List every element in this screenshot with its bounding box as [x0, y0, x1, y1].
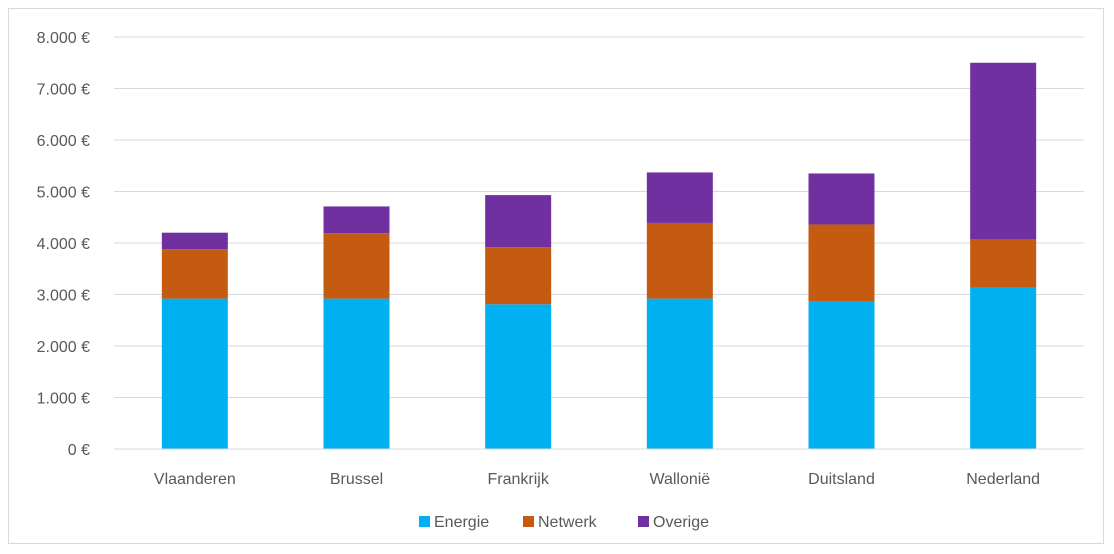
bar-segment-energie: [808, 301, 875, 449]
bar-segment-netwerk: [646, 222, 713, 299]
y-tick-label: 2.000 €: [37, 339, 90, 356]
y-tick-label: 8.000 €: [37, 30, 90, 47]
y-tick-label: 5.000 €: [37, 185, 90, 202]
bar-segment-energie: [970, 287, 1037, 449]
y-tick-label: 3.000 €: [37, 288, 90, 305]
x-category-label: Frankrijk: [487, 471, 549, 488]
bar-segment-energie: [161, 298, 228, 449]
legend-swatch-overige: [638, 516, 649, 527]
legend-swatch-energie: [419, 516, 430, 527]
y-tick-label: 7.000 €: [37, 82, 90, 99]
bar-segment-energie: [485, 304, 552, 449]
legend: Energie Netwerk Overige: [419, 514, 709, 531]
bar-segment-netwerk: [970, 239, 1037, 288]
bar-segment-overige: [970, 62, 1037, 240]
bar-segment-energie: [323, 298, 390, 449]
bar-segment-netwerk: [323, 233, 390, 299]
legend-label-overige: Overige: [653, 514, 709, 531]
y-tick-label: 6.000 €: [37, 133, 90, 150]
bar-segment-overige: [161, 232, 228, 250]
legend-label-energie: Energie: [434, 514, 489, 531]
y-tick-label: 4.000 €: [37, 236, 90, 253]
bar-segment-netwerk: [485, 247, 552, 305]
legend-label-netwerk: Netwerk: [538, 514, 598, 531]
bars: [161, 62, 1037, 449]
x-category-label: Brussel: [330, 471, 383, 488]
x-category-label: Vlaanderen: [154, 471, 236, 488]
y-axis-tick-labels: 0 € 1.000 € 2.000 € 3.000 € 4.000 € 5.000 € 6.…: [37, 30, 90, 459]
y-tick-label: 0 €: [68, 442, 90, 459]
gridlines: [114, 36, 1084, 398]
bar-segment-overige: [808, 173, 875, 225]
x-category-label: Nederland: [966, 471, 1040, 488]
bar-segment-overige: [323, 206, 390, 234]
bar-segment-energie: [646, 298, 713, 449]
y-tick-label: 1.000 €: [37, 391, 90, 408]
bar-segment-overige: [646, 172, 713, 223]
legend-swatch-netwerk: [523, 516, 534, 527]
x-category-label: Duitsland: [808, 471, 875, 488]
bar-segment-netwerk: [161, 249, 228, 299]
x-category-label: Wallonië: [649, 471, 710, 488]
bar-segment-overige: [485, 195, 552, 248]
bar-segment-netwerk: [808, 224, 875, 302]
x-axis-category-labels: Vlaanderen Brussel Frankrijk Wallonië Duitsl…: [154, 471, 1040, 488]
